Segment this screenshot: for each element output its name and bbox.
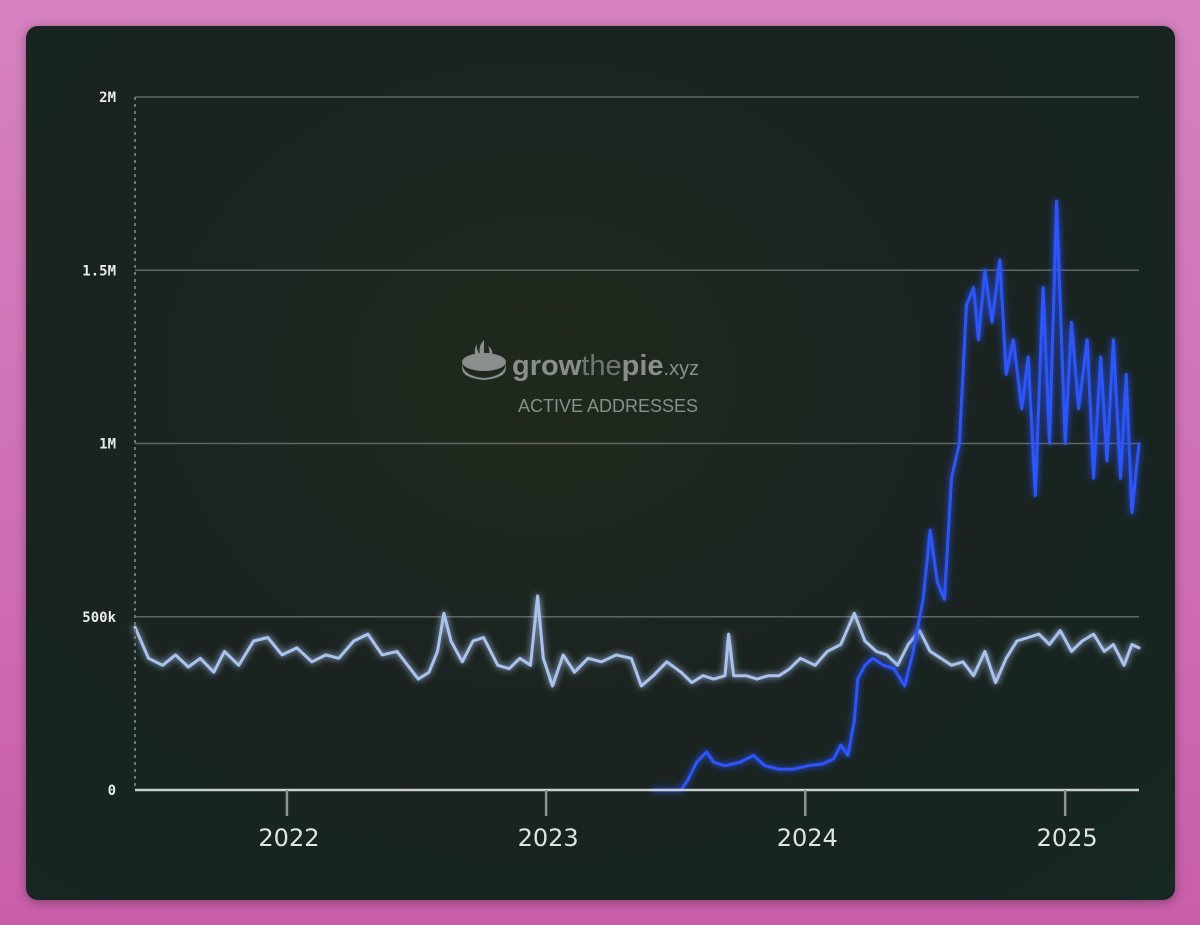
series-line-1 (651, 199, 1141, 792)
svg-text:growthepie.xyz: growthepie.xyz (512, 350, 699, 382)
y-tick-label-4: 2M (99, 90, 116, 106)
chart-svg: growthepie.xyz ACTIVE ADDRESSES 0 500k 1M 1… (82, 90, 1141, 852)
x-tick-label-2: 2024 (777, 824, 838, 852)
y-tick-label-3: 1.5M (82, 263, 116, 279)
brand-the: the (581, 350, 621, 382)
watermark-subtitle: ACTIVE ADDRESSES (518, 396, 698, 416)
y-tick-label-0: 0 (108, 783, 116, 799)
pie-logo-icon (462, 340, 506, 380)
brand-tld: .xyz (664, 358, 700, 380)
x-tick-label-1: 2023 (518, 824, 579, 852)
brand-grow: grow (512, 350, 582, 382)
series-layer (133, 199, 1141, 792)
axis-layer: 0 500k 1M 1.5M 2M 2022 2023 2024 2025 (82, 90, 1139, 852)
series-line-0 (133, 594, 1141, 688)
y-tick-label-1: 500k (82, 610, 116, 626)
x-tick-label-0: 2022 (258, 824, 319, 852)
x-tick-label-3: 2025 (1037, 824, 1098, 852)
y-tick-label-2: 1M (99, 437, 116, 453)
grid-layer (135, 96, 1139, 618)
watermark: growthepie.xyz ACTIVE ADDRESSES (462, 340, 699, 416)
chart-card: growthepie.xyz ACTIVE ADDRESSES 0 500k 1M 1… (26, 26, 1175, 900)
brand-pie: pie (622, 350, 664, 382)
